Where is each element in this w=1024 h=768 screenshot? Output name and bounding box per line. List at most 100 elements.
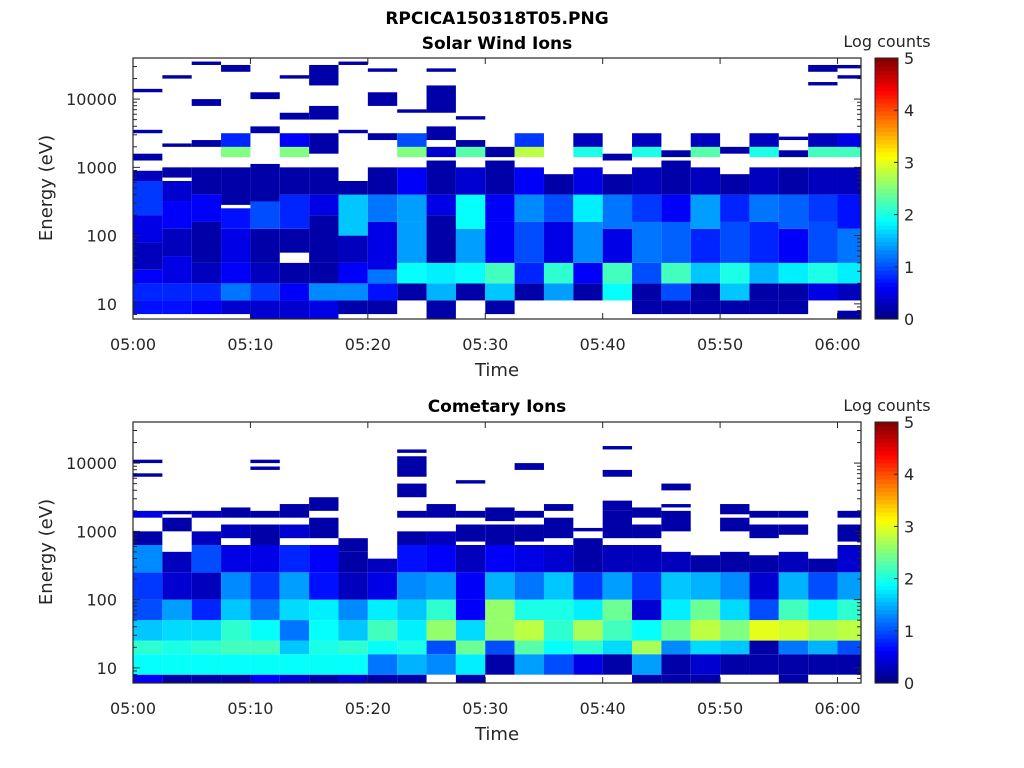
colorbar-swatch [875,556,898,562]
colorbar-tick-label: 1 [904,258,914,277]
colorbar-swatch [875,221,898,226]
colorbar-swatch [875,225,898,230]
colorbar-swatch [875,658,898,664]
panel-title: Cometary Ions [428,397,567,417]
spectrogram-cell [602,572,633,600]
spectrogram-cell [397,572,427,600]
spectrogram-cell [309,262,339,284]
y-ticks: 10 100 1000 10000 [66,57,861,320]
spectrogram-cell [514,510,544,518]
spectrogram-cell [279,283,310,301]
spectrogram-cell [397,456,427,477]
spectrogram-cell [426,640,456,655]
spectrogram-cell [573,527,603,532]
colorbar-swatch [875,212,898,218]
spectrogram-cell [573,146,603,158]
spectrogram-cell [602,599,633,621]
colorbar-swatch [875,585,898,590]
spectrogram-cell [367,68,398,72]
colorbar-swatch [875,601,898,607]
spectrogram-cell [338,599,368,621]
spectrogram-cell [837,524,861,542]
spectrogram-cell [720,146,750,154]
spectrogram-cell [749,640,779,655]
spectrogram-cell [338,61,368,65]
x-tick-label: 05:10 [227,699,273,718]
spectrogram-cell [162,228,192,257]
spectrogram-cell [837,572,861,600]
spectrogram-cell [309,215,339,263]
spectrogram-cell [221,640,251,655]
spectrogram-cell [514,221,544,263]
spectrogram-cell [426,126,456,141]
spectrogram-cell [749,572,779,600]
spectrogram-cell [514,262,544,284]
colorbar-tick-label: 0 [904,310,914,329]
x-tick-label: 05:50 [697,335,743,354]
colorbar-tick-label: 5 [904,49,914,68]
spectrogram-cell [133,129,163,134]
spectrogram-cell [250,654,280,675]
spectrogram-cell [778,572,809,600]
spectrogram-cell [279,146,310,158]
colorbar-swatch [875,678,898,684]
colorbar-swatch [875,302,898,308]
colorbar-swatch [875,102,898,108]
spectrogram-cell [690,620,721,641]
spectrogram-cell [573,654,603,675]
spectrogram-cell [397,640,427,655]
colorbar-swatch [875,629,898,635]
spectrogram-cell [367,674,398,683]
colorbar-tick-label: 2 [904,206,914,225]
colorbar-swatch [875,593,898,598]
colorbar-swatch [875,495,898,501]
x-tick-label: 06:00 [814,699,860,718]
x-ticks: 05:00 05:10 05:20 05:30 05:40 05:50 06:00 [110,422,861,718]
spectrogram-cell [485,524,515,545]
colorbar-swatch [875,111,898,116]
spectrogram-cell [808,82,838,86]
spectrogram-cell [309,64,339,86]
spectrogram-cell [808,146,838,158]
spectrogram-cell [661,160,691,195]
spectrogram-cell [837,620,861,641]
spectrogram-cell [514,572,544,600]
spectrogram-cell [191,674,222,683]
spectrogram-cell [338,572,368,600]
spectrogram-cell [602,500,633,511]
spectrogram-cell [367,221,398,270]
colorbar-swatch [875,430,898,435]
spectrogram-cell [514,133,544,147]
spectrogram-cell [397,531,427,545]
spectrogram-cell [661,599,691,621]
spectrogram-cell [602,640,633,655]
spectrogram-cell [602,544,633,573]
spectrogram-cell [455,524,486,542]
spectrogram-cell [837,262,861,284]
colorbar-swatch [875,314,898,320]
spectrogram-cell [514,167,544,195]
spectrogram-cell [426,572,456,600]
colorbar-swatch [875,519,898,525]
spectrogram-cell [778,300,809,315]
spectrogram-cell [573,538,603,573]
spectrogram-cell [221,146,251,158]
colorbar-swatch [875,479,898,484]
spectrogram-cell [602,654,633,675]
spectrogram-cell [778,167,809,195]
spectrogram-cell [397,599,427,621]
spectrogram-cell [162,674,192,683]
spectrogram-cell [309,674,339,683]
spectrogram-cell [133,215,163,243]
colorbar-swatch [875,241,898,247]
spectrogram-cell [455,140,486,147]
spectrogram-cell [720,300,750,315]
colorbar-swatch [875,613,898,619]
spectrogram-cell [279,228,310,253]
x-tick-label: 05:40 [580,335,626,354]
spectrogram-cell [191,531,222,545]
colorbar-tick-label: 5 [904,413,914,432]
spectrogram-cell [749,555,779,573]
spectrogram-cell [837,228,861,263]
